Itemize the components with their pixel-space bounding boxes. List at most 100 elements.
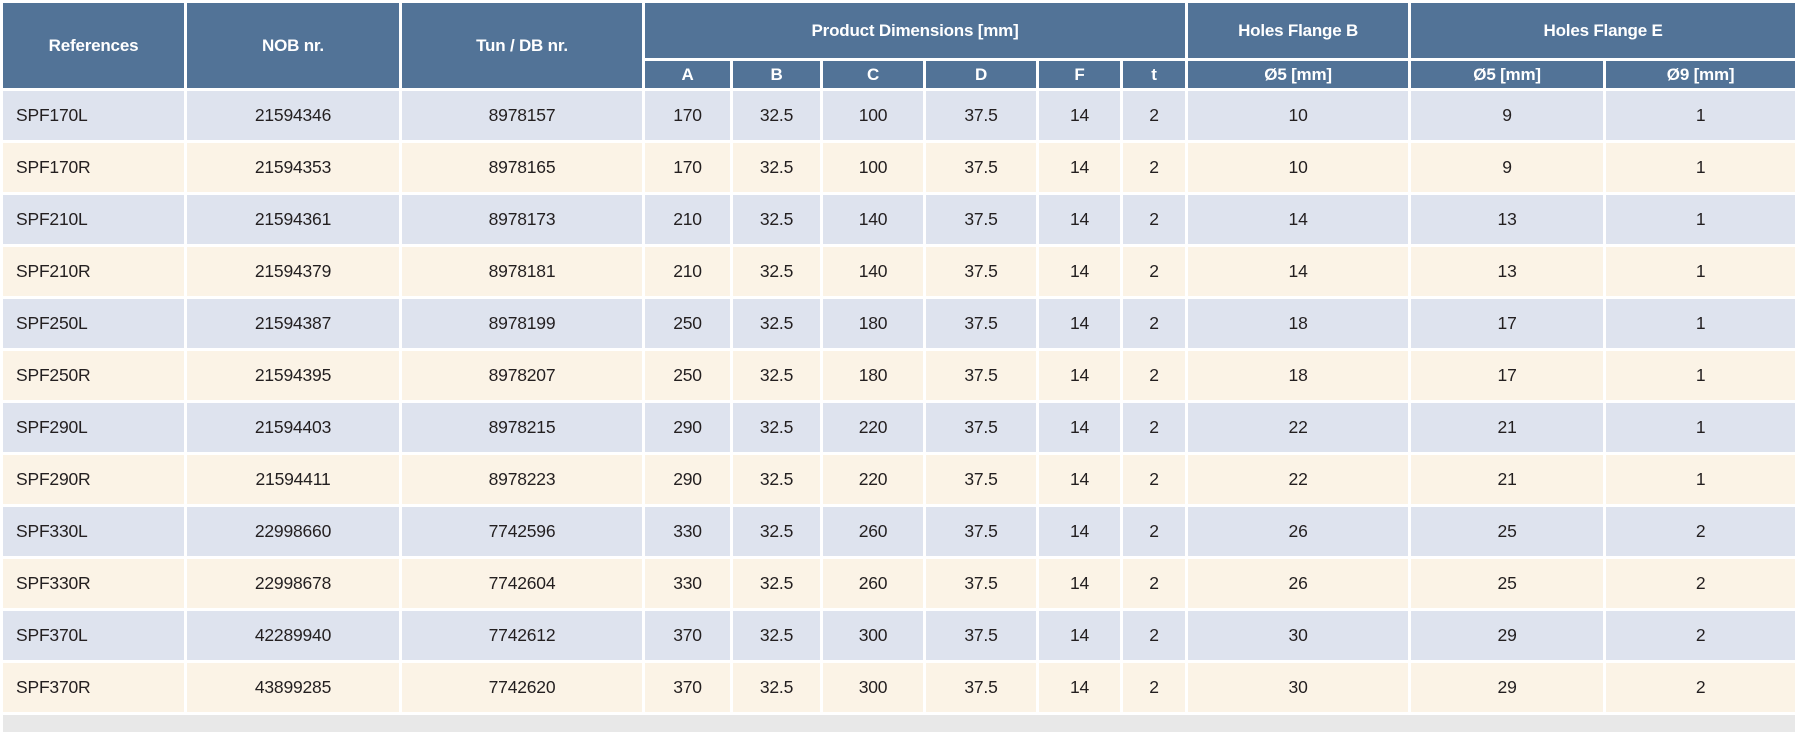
cell-dim-f: 14 (1039, 299, 1120, 348)
cell-dim-a: 290 (645, 455, 730, 504)
header-holes-e-o5: Ø5 [mm] (1411, 61, 1604, 88)
cell-nob-nr: 21594411 (187, 455, 399, 504)
cell-nob-nr: 21594353 (187, 143, 399, 192)
header-dim-a: A (645, 61, 730, 88)
cell-dim-f: 14 (1039, 455, 1120, 504)
cell-tun-db-nr: 7742612 (402, 611, 642, 660)
cell-dim-t: 2 (1123, 299, 1186, 348)
cell-holes-e-o5: 13 (1411, 195, 1604, 244)
cell-dim-t: 2 (1123, 663, 1186, 712)
cell-holes-e-o9: 1 (1606, 143, 1796, 192)
cell-dim-b: 32.5 (733, 663, 820, 712)
cell-reference: SPF210R (3, 247, 184, 296)
cell-dim-d: 37.5 (926, 195, 1036, 244)
cell-holes-b-o5: 18 (1188, 299, 1409, 348)
cell-dim-c: 180 (823, 351, 923, 400)
cell-nob-nr: 22998678 (187, 559, 399, 608)
header-dim-b: B (733, 61, 820, 88)
cell-dim-c: 140 (823, 247, 923, 296)
cell-holes-e-o5: 21 (1411, 455, 1604, 504)
cell-nob-nr: 21594387 (187, 299, 399, 348)
cell-dim-t: 2 (1123, 195, 1186, 244)
cell-dim-a: 330 (645, 559, 730, 608)
cell-holes-e-o5: 17 (1411, 351, 1604, 400)
cell-dim-f: 14 (1039, 663, 1120, 712)
cell-holes-e-o9: 2 (1606, 507, 1796, 556)
table-row: SPF170R 21594353 8978165 170 32.5 100 37.5 14 2 1… (3, 143, 1796, 192)
cell-reference: SPF170L (3, 91, 184, 140)
cell-nob-nr: 21594403 (187, 403, 399, 452)
cell-holes-e-o5: 29 (1411, 611, 1604, 660)
cell-dim-t: 2 (1123, 247, 1186, 296)
cell-holes-e-o9: 1 (1606, 455, 1796, 504)
cell-dim-f: 14 (1039, 611, 1120, 660)
cell-dim-c: 260 (823, 507, 923, 556)
cell-dim-d: 37.5 (926, 143, 1036, 192)
cell-dim-t: 2 (1123, 559, 1186, 608)
cell-nob-nr: 21594395 (187, 351, 399, 400)
header-dim-f: F (1039, 61, 1120, 88)
cell-dim-a: 210 (645, 195, 730, 244)
cell-dim-a: 170 (645, 143, 730, 192)
header-holes-b-o5: Ø5 [mm] (1188, 61, 1409, 88)
cell-reference: SPF330L (3, 507, 184, 556)
cell-dim-c: 220 (823, 403, 923, 452)
cell-nob-nr: 21594379 (187, 247, 399, 296)
cell-dim-f: 14 (1039, 195, 1120, 244)
cell-dim-c: 100 (823, 143, 923, 192)
header-row-main: References NOB nr. Tun / DB nr. Product … (3, 3, 1796, 88)
cell-holes-b-o5: 10 (1188, 143, 1409, 192)
table-row: SPF290R 21594411 8978223 290 32.5 220 37.5 14 2 2… (3, 455, 1796, 504)
cell-dim-f: 14 (1039, 403, 1120, 452)
cell-nob-nr: 21594361 (187, 195, 399, 244)
cell-dim-b: 32.5 (733, 351, 820, 400)
cell-holes-e-o5: 9 (1411, 91, 1604, 140)
cell-dim-f: 14 (1039, 559, 1120, 608)
product-spec-table: References NOB nr. Tun / DB nr. Product … (3, 3, 1796, 712)
cell-reference: SPF170R (3, 143, 184, 192)
cell-nob-nr: 43899285 (187, 663, 399, 712)
cell-holes-b-o5: 30 (1188, 663, 1409, 712)
cell-nob-nr: 22998660 (187, 507, 399, 556)
table-row: SPF290L 21594403 8978215 290 32.5 220 37.5 14 2 2… (3, 403, 1796, 452)
cell-tun-db-nr: 8978157 (402, 91, 642, 140)
cell-dim-b: 32.5 (733, 247, 820, 296)
table-row: SPF330R 22998678 7742604 330 32.5 260 37.5 14 2 2… (3, 559, 1796, 608)
cell-dim-b: 32.5 (733, 195, 820, 244)
cell-reference: SPF210L (3, 195, 184, 244)
cell-holes-e-o9: 1 (1606, 195, 1796, 244)
cell-holes-e-o5: 9 (1411, 143, 1604, 192)
cell-dim-a: 210 (645, 247, 730, 296)
cell-dim-c: 100 (823, 91, 923, 140)
cell-dim-d: 37.5 (926, 559, 1036, 608)
cell-holes-b-o5: 14 (1188, 247, 1409, 296)
cell-nob-nr: 21594346 (187, 91, 399, 140)
header-product-dimensions: Product Dimensions [mm] (645, 3, 1186, 58)
cell-dim-b: 32.5 (733, 611, 820, 660)
cell-dim-b: 32.5 (733, 91, 820, 140)
cell-dim-t: 2 (1123, 507, 1186, 556)
cell-holes-b-o5: 30 (1188, 611, 1409, 660)
table-row: SPF250R 21594395 8978207 250 32.5 180 37.5 14 2 1… (3, 351, 1796, 400)
cell-dim-t: 2 (1123, 455, 1186, 504)
cell-dim-d: 37.5 (926, 507, 1036, 556)
cell-dim-b: 32.5 (733, 299, 820, 348)
next-section-divider (3, 715, 1795, 732)
cell-dim-f: 14 (1039, 91, 1120, 140)
cell-dim-t: 2 (1123, 351, 1186, 400)
cell-tun-db-nr: 7742596 (402, 507, 642, 556)
cell-holes-b-o5: 22 (1188, 455, 1409, 504)
table-row: SPF370L 42289940 7742612 370 32.5 300 37.5 14 2 3… (3, 611, 1796, 660)
cell-reference: SPF290R (3, 455, 184, 504)
cell-tun-db-nr: 7742604 (402, 559, 642, 608)
header-holes-flange-e: Holes Flange E (1411, 3, 1796, 58)
cell-dim-d: 37.5 (926, 663, 1036, 712)
cell-dim-d: 37.5 (926, 299, 1036, 348)
cell-tun-db-nr: 8978199 (402, 299, 642, 348)
cell-dim-d: 37.5 (926, 247, 1036, 296)
cell-dim-a: 330 (645, 507, 730, 556)
cell-reference: SPF330R (3, 559, 184, 608)
cell-reference: SPF370L (3, 611, 184, 660)
cell-dim-d: 37.5 (926, 403, 1036, 452)
cell-reference: SPF250R (3, 351, 184, 400)
